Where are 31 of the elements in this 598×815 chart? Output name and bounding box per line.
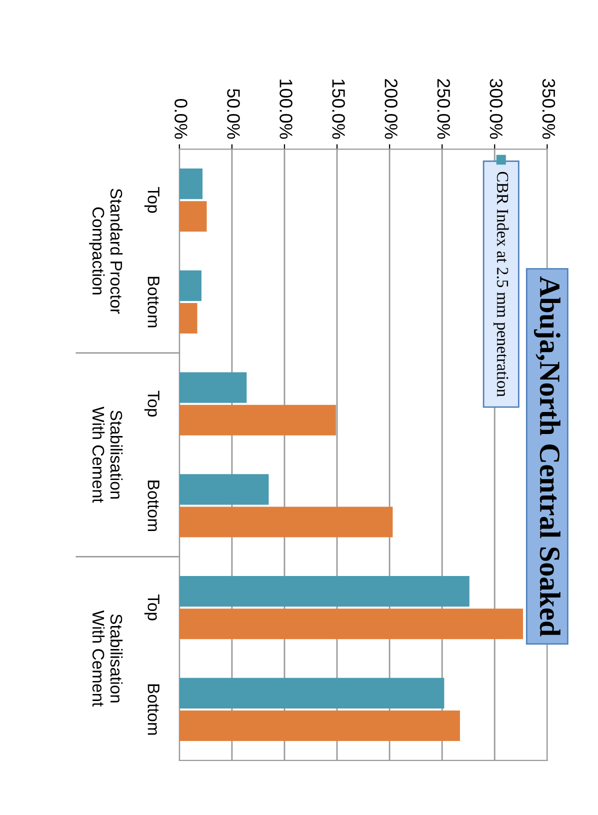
bar (179, 474, 269, 505)
bar (179, 302, 198, 334)
text: Abuja,North Central Soaked (534, 276, 560, 636)
x-tick-label: 100.0% (280, 80, 292, 139)
bar (179, 270, 202, 301)
y-tick-label: Top (144, 187, 160, 213)
text: Standard Proctor Compaction (89, 188, 123, 314)
bar (179, 506, 393, 538)
x-tick-label: 50.0% (227, 88, 240, 139)
x-tick-label: 300.0% (490, 78, 503, 139)
x-tick-label: 150.0% (332, 80, 345, 139)
text: Stabilisation With Cement (92, 610, 123, 707)
x-tick-label: 350.0% (542, 78, 556, 139)
bar (179, 576, 470, 607)
text: Stabilisation With Cement (92, 406, 123, 503)
x-tick-label: 200.0% (384, 79, 398, 139)
x-tick-label: 250.0% (437, 79, 450, 139)
bar (179, 168, 203, 200)
legend-label: CBR Index at 2.5 mm penetration (494, 172, 509, 397)
bar (179, 710, 460, 742)
y-tick-label: Bottom (148, 480, 160, 532)
x-tick-label: 0.0% (174, 98, 188, 139)
y-tick-label: Top (144, 390, 160, 417)
y-tick-label: Bottom (148, 276, 160, 328)
y-tick-label: Top (144, 594, 160, 620)
bar (179, 372, 247, 403)
bar (179, 608, 523, 640)
bar (179, 678, 444, 708)
y-tick-label: Bottom (148, 684, 160, 735)
bar (179, 201, 207, 232)
bar (179, 404, 336, 436)
